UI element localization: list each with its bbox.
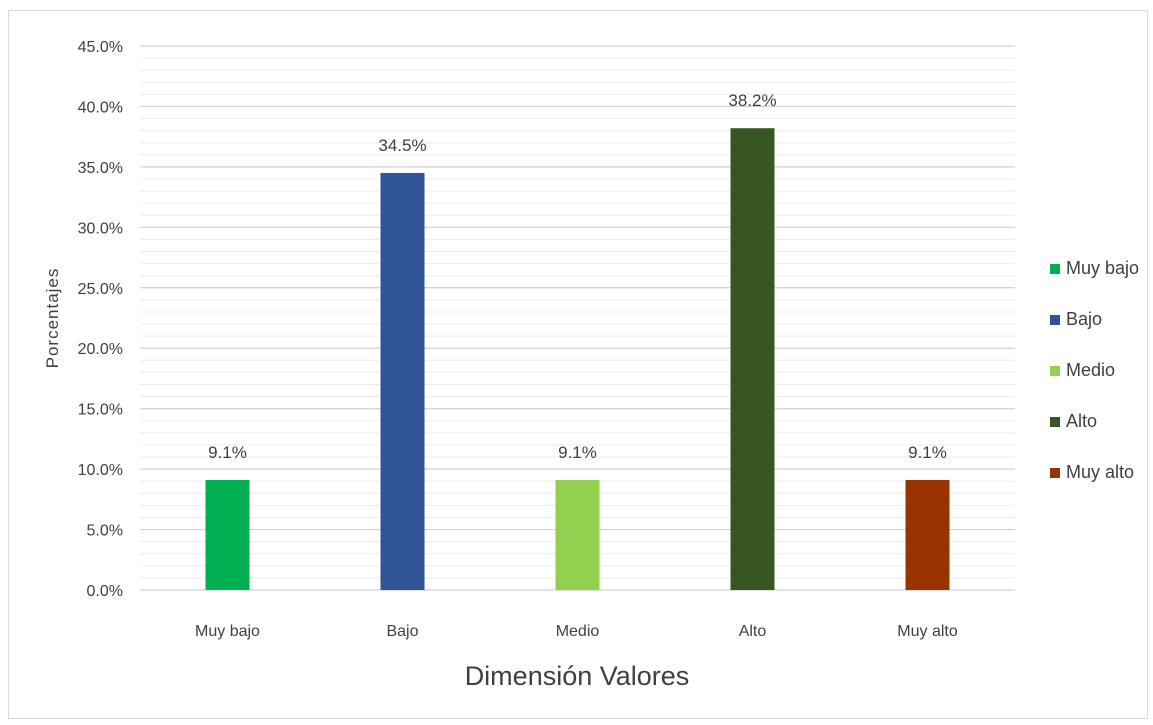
y-tick-label: 5.0% — [87, 523, 123, 540]
data-label: 38.2% — [728, 91, 776, 110]
legend-label: Alto — [1066, 411, 1097, 431]
bar-medio — [555, 479, 600, 590]
y-tick-label: 0.0% — [87, 583, 123, 600]
legend-swatch — [1050, 315, 1060, 325]
y-axis-title: Porcentajes — [43, 268, 62, 369]
data-labels: 9.1% 34.5% 9.1% 38.2% 9.1% — [208, 91, 947, 462]
y-tick-label: 45.0% — [78, 39, 123, 56]
y-tick-label: 10.0% — [78, 462, 123, 479]
data-label: 9.1% — [908, 443, 947, 462]
x-axis-title: Dimensión Valores — [465, 661, 690, 691]
bar-bajo — [380, 172, 425, 590]
x-axis-ticks: Muy bajo Bajo Medio Alto Muy alto — [195, 623, 958, 640]
legend-swatch — [1050, 468, 1060, 478]
y-tick-label: 25.0% — [78, 281, 123, 298]
legend-label: Medio — [1066, 360, 1115, 380]
bars — [205, 128, 950, 590]
x-tick-label: Bajo — [386, 623, 418, 640]
y-tick-label: 35.0% — [78, 160, 123, 177]
y-tick-label: 20.0% — [78, 341, 123, 358]
bar-muy-alto — [905, 479, 950, 590]
legend-swatch — [1050, 264, 1060, 274]
x-tick-label: Alto — [739, 623, 767, 640]
legend-swatch — [1050, 366, 1060, 376]
y-tick-label: 30.0% — [78, 220, 123, 237]
x-tick-label: Medio — [556, 623, 600, 640]
legend-label: Bajo — [1066, 309, 1102, 329]
data-label: 9.1% — [208, 443, 247, 462]
legend-swatch — [1050, 417, 1060, 427]
legend-label: Muy bajo — [1066, 258, 1139, 278]
y-tick-label: 40.0% — [78, 99, 123, 116]
y-axis-ticks: 0.0% 5.0% 10.0% 15.0% 20.0% 25.0% 30.0% 35.0% 40… — [78, 39, 123, 600]
legend: Muy bajo Bajo Medio Alto Muy alto — [1050, 258, 1139, 482]
bar-muy-bajo — [205, 479, 250, 590]
x-tick-label: Muy bajo — [195, 623, 260, 640]
x-tick-label: Muy alto — [897, 623, 958, 640]
y-tick-label: 15.0% — [78, 402, 123, 419]
data-label: 34.5% — [378, 136, 426, 155]
chart-frame — [8, 10, 1148, 719]
data-label: 9.1% — [558, 443, 597, 462]
bar-alto — [730, 128, 775, 590]
legend-label: Muy alto — [1066, 462, 1134, 482]
